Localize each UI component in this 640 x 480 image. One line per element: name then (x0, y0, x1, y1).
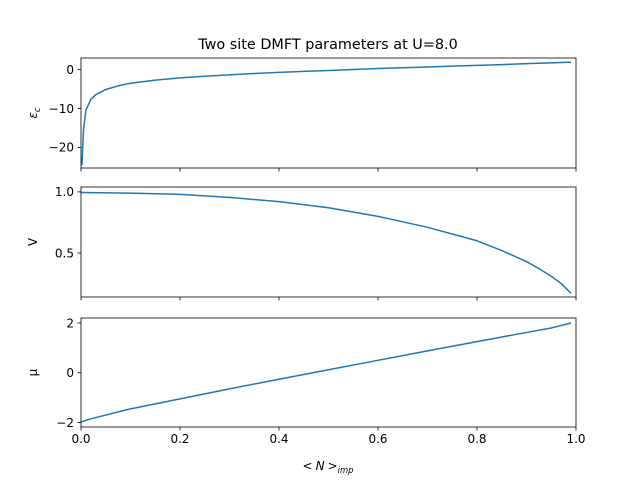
y-tick-label: 0.5 (55, 246, 74, 260)
panel-mu: 0.0 0.2 0.4 0.6 0.8 1.0 2 0 −2 μ (26, 316, 586, 446)
y-tick-label: 0 (66, 63, 74, 77)
y-tick-label: 0 (66, 366, 74, 380)
y-tick-label: −10 (49, 102, 74, 116)
x-tick-label: 0.6 (368, 432, 387, 446)
series-line-v (80, 191, 572, 294)
x-tick-label: 0.0 (71, 432, 90, 446)
y-axis-label: εc (26, 107, 42, 119)
panel-v: 1.0 0.5 V (26, 185, 577, 301)
plot-area: 0 −10 −20 εc 1.0 0.5 V 0.0 0.2 0.4 0.6 0.8 1.0 2 0 −2 μ (26, 57, 586, 446)
x-tick-label: 0.8 (467, 432, 486, 446)
y-tick-label: 2 (66, 316, 74, 330)
axes-frame (80, 317, 577, 428)
axes-frame (80, 186, 577, 298)
x-tick-label: 0.2 (170, 432, 189, 446)
y-tick-label: 1.0 (55, 185, 74, 199)
x-tick-label: 0.4 (269, 432, 288, 446)
x-axis-label: < N >imp (303, 459, 354, 475)
y-axis-label: V (26, 237, 40, 246)
series-line-mu (80, 322, 572, 423)
chart-title: Two site DMFT parameters at U=8.0 (197, 37, 458, 53)
y-tick-label: −2 (56, 416, 74, 430)
y-tick-label: −20 (49, 141, 74, 155)
axes-frame (80, 57, 577, 169)
x-tick-label: 1.0 (566, 432, 585, 446)
y-axis-label: μ (26, 368, 40, 376)
series-line-epsilon-c (81, 61, 572, 165)
panel-epsilon-c: 0 −10 −20 εc (26, 57, 577, 172)
